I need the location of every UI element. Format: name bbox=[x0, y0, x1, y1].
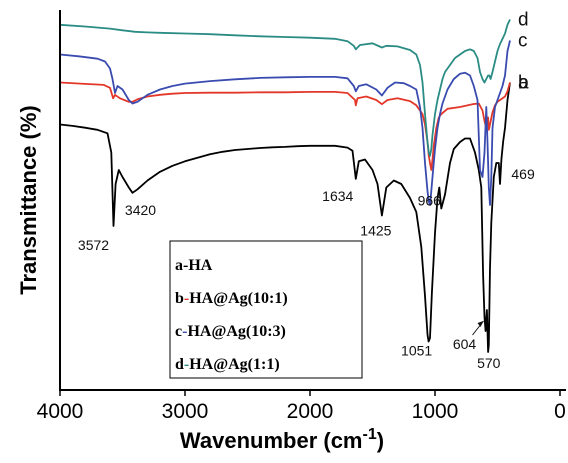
series-line-c bbox=[59, 40, 511, 206]
x-tick-label-4000: 4000 bbox=[37, 400, 84, 423]
peak-label-3420: 3420 bbox=[125, 202, 156, 218]
x-axis-ticks: 4000 3000 2000 1000 0 bbox=[37, 390, 566, 423]
series-label-b: b bbox=[518, 73, 529, 94]
x-axis-title: Wavenumber (cm-1) bbox=[180, 426, 384, 453]
series-line-d bbox=[59, 19, 511, 157]
peak-label-3572: 3572 bbox=[78, 237, 109, 253]
legend-entry-d: d-HA@Ag(1:1) bbox=[175, 356, 280, 373]
y-axis-title: Transmittance (%) bbox=[16, 105, 41, 295]
peak-label-1634: 1634 bbox=[322, 188, 353, 204]
peak-label-469: 469 bbox=[511, 166, 535, 182]
legend-entry-c: c-HA@Ag(10:3) bbox=[175, 323, 286, 340]
peak-label-570: 570 bbox=[477, 355, 501, 371]
peak-label-604: 604 bbox=[453, 336, 477, 352]
x-tick-label-0: 0 bbox=[554, 400, 566, 423]
legend-box bbox=[169, 240, 363, 379]
legend-entry-b: b-HA@Ag(10:1) bbox=[175, 290, 288, 307]
series-layer bbox=[59, 19, 511, 353]
series-line-b bbox=[59, 81, 511, 171]
series-label-c: c bbox=[518, 31, 528, 52]
series-label-a: a bbox=[518, 73, 529, 94]
x-tick-label-1000: 1000 bbox=[412, 400, 459, 423]
legend-entry-a: a-HA bbox=[175, 257, 213, 274]
peak-label-1425: 1425 bbox=[360, 223, 391, 239]
peak-label-966: 966 bbox=[418, 193, 442, 209]
axes: 4000 3000 2000 1000 0 bbox=[37, 10, 566, 423]
x-tick-label-2000: 2000 bbox=[287, 400, 334, 423]
x-tick-label-3000: 3000 bbox=[162, 400, 209, 423]
peak-label-1051: 1051 bbox=[401, 343, 432, 359]
peak-arrowhead-604 bbox=[477, 321, 484, 327]
legend: a-HA b-HA@Ag(10:1) c-HA@Ag(10:3) d-HA@Ag(1:… bbox=[169, 240, 363, 379]
legend-entries: a-HA b-HA@Ag(10:1) c-HA@Ag(10:3) d-HA@Ag(1:… bbox=[175, 257, 288, 373]
series-label-d: d bbox=[518, 10, 529, 31]
series-line-a bbox=[59, 82, 511, 353]
